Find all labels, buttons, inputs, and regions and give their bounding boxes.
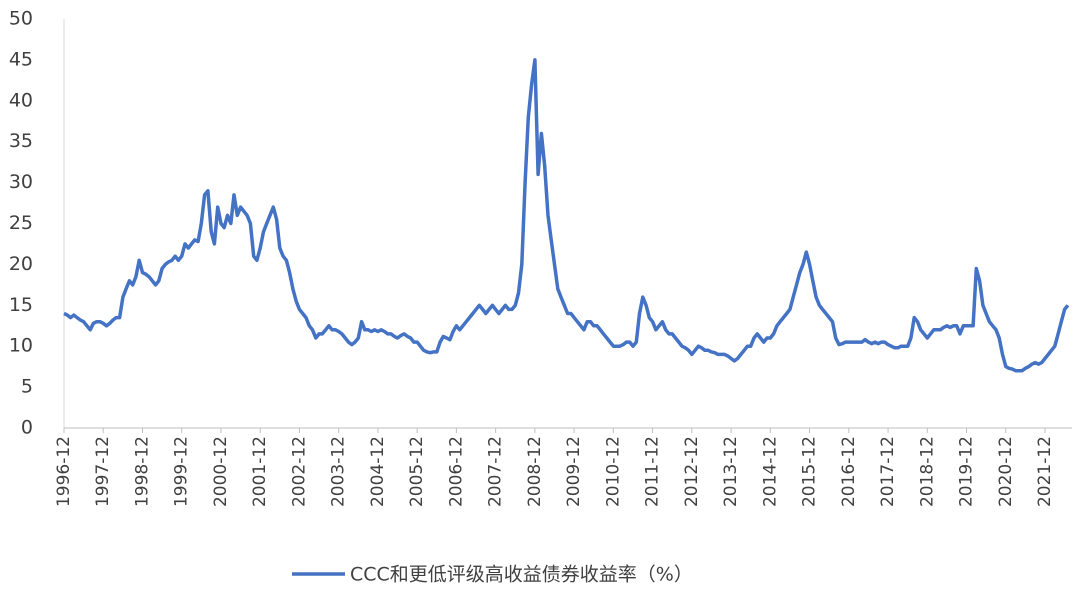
y-tick-label: 0 <box>21 417 33 439</box>
x-tick-label: 2001-12 <box>250 436 270 507</box>
x-tick-label: 2003-12 <box>329 436 349 507</box>
x-tick-label: 1997-12 <box>93 436 113 507</box>
y-tick-label: 15 <box>9 294 33 316</box>
x-tick-label: 2008-12 <box>525 436 545 507</box>
x-tick-label: 2020-12 <box>996 436 1016 507</box>
y-tick-label: 45 <box>9 48 33 70</box>
x-tick-label: 2000-12 <box>211 436 231 507</box>
y-tick-label: 5 <box>21 376 33 398</box>
x-tick-label: 2006-12 <box>446 436 466 507</box>
x-tick-label: 2015-12 <box>800 436 820 507</box>
y-tick-label: 30 <box>9 171 33 193</box>
x-tick-label: 2007-12 <box>486 436 506 507</box>
x-tick-label: 1998-12 <box>132 436 152 507</box>
x-tick-label: 2012-12 <box>682 436 702 507</box>
x-tick-label: 2013-12 <box>721 436 741 507</box>
x-tick-label: 2004-12 <box>368 436 388 507</box>
x-tick-label: 1999-12 <box>172 436 192 507</box>
y-tick-label: 20 <box>9 253 33 275</box>
line-series <box>63 58 1070 373</box>
x-tick-label: 2019-12 <box>957 436 977 507</box>
x-tick-label: 2021-12 <box>1035 436 1055 507</box>
x-tick-label: 2002-12 <box>289 436 309 507</box>
x-tick-label: 2018-12 <box>917 436 937 507</box>
y-tick-label: 25 <box>9 212 33 234</box>
y-tick-label: 50 <box>9 8 33 30</box>
x-tick-label: 2009-12 <box>564 436 584 507</box>
x-tick-label: 2005-12 <box>407 436 427 507</box>
legend-label: CCC和更低评级高收益债券收益率（%） <box>350 564 693 586</box>
y-tick-label: 40 <box>9 89 33 111</box>
x-tick-label: 1996-12 <box>54 436 74 507</box>
x-tick-label: 2010-12 <box>603 436 623 507</box>
x-tick-label: 2014-12 <box>760 436 780 507</box>
x-tick-label: 2016-12 <box>839 436 859 507</box>
y-tick-label: 10 <box>9 335 33 357</box>
x-tick-label: 2011-12 <box>643 436 663 507</box>
y-tick-label: 35 <box>9 130 33 152</box>
x-tick-label: 2017-12 <box>878 436 898 507</box>
